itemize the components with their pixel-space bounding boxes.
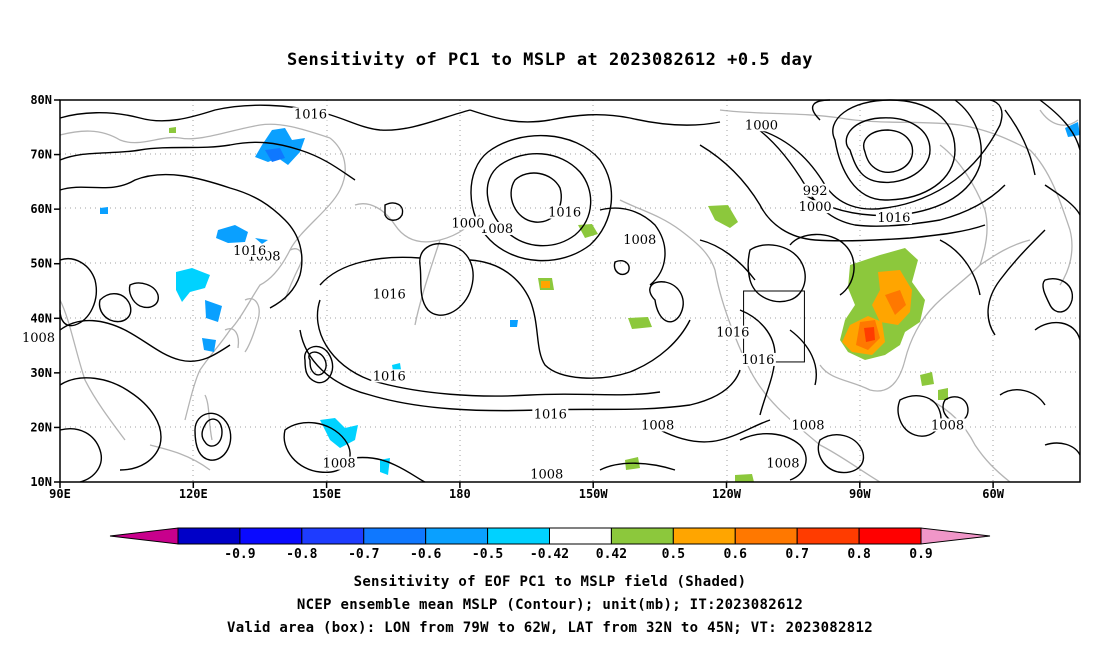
footer-line-1: Sensitivity of EOF PC1 to MSLP field (Sh… — [353, 574, 747, 590]
contour-label-bg — [20, 331, 57, 345]
lat-tick-label: 10N — [30, 475, 52, 489]
colorbar-label: -0.7 — [348, 547, 379, 562]
lon-tick-label: 150E — [312, 487, 341, 501]
colorbar-swatch — [301, 527, 365, 545]
colorbar-label: 0.5 — [662, 547, 685, 562]
lon-tick-label: 120W — [712, 487, 742, 501]
contour-label: 1008 — [791, 418, 824, 433]
lat-tick-label: 60N — [30, 202, 52, 216]
colorbar-swatch — [796, 527, 860, 545]
contour-label-bg — [450, 216, 486, 230]
contour-labels: 1016100810161008101610081000101610009921… — [20, 107, 966, 483]
colorbar-label: 0.8 — [847, 547, 871, 562]
colorbar-label: 0.42 — [596, 547, 627, 562]
grid-lines — [60, 100, 1080, 482]
mslp-contours — [59, 99, 1081, 483]
lon-tick-label: 60W — [982, 487, 1004, 501]
contour-label: 1016 — [548, 206, 581, 221]
contour-label: 1008 — [530, 468, 563, 483]
contour-label: 1008 — [623, 233, 656, 248]
contour-label: 1008 — [931, 418, 964, 433]
lat-tick-label: 70N — [30, 148, 52, 162]
colorbar-label: -0.5 — [472, 547, 503, 562]
lon-tick-label: 90W — [849, 487, 871, 501]
contour-label: 1008 — [641, 418, 674, 433]
contour-label-bg — [875, 211, 912, 225]
contour-label: 1016 — [294, 107, 327, 122]
colorbar-swatch — [734, 527, 798, 545]
coastlines — [59, 109, 1079, 483]
contour-label-bg — [929, 418, 966, 432]
colorbar-swatch — [672, 527, 736, 545]
contour-label-bg — [292, 107, 329, 121]
chart-title: Sensitivity of PC1 to MSLP at 2023082612… — [286, 50, 813, 70]
contour-label: 992 — [803, 184, 828, 199]
colorbar-label: 0.9 — [909, 547, 932, 562]
contour-label: 1016 — [373, 287, 406, 302]
colorbar-low-extend — [109, 527, 179, 545]
contour-label-bg — [739, 352, 776, 366]
contour-label-bg — [797, 200, 834, 214]
contour-label: 1016 — [534, 408, 567, 423]
contour-label-bg — [621, 232, 658, 246]
colorbar-swatch — [239, 527, 303, 545]
lat-tick-label: 50N — [30, 257, 52, 271]
contour-label-bg — [321, 456, 358, 470]
lat-tick-label: 20N — [30, 420, 52, 434]
contour-label: 1008 — [480, 222, 513, 237]
colorbar-label: -0.9 — [224, 547, 255, 562]
contour-label: 1008 — [766, 457, 799, 472]
contour-label-bg — [532, 407, 569, 421]
contour-label: 1000 — [745, 118, 778, 133]
contour-label: 1000 — [799, 200, 832, 215]
lon-tick-label: 150W — [579, 487, 609, 501]
footer-line-3: Valid area (box): LON from 79W to 62W, L… — [227, 620, 873, 636]
lat-tick-label: 40N — [30, 311, 52, 325]
colorbar-swatch — [549, 527, 612, 545]
contour-label-bg — [790, 418, 826, 432]
contour-label: 1016 — [373, 369, 406, 384]
contour-label-bg — [546, 205, 583, 219]
contour-label: 1016 — [233, 244, 266, 259]
contour-label-bg — [371, 287, 408, 301]
contour-label-bg — [371, 369, 408, 383]
contour-label-bg — [714, 325, 751, 339]
map-frame — [59, 99, 1081, 483]
contour-label-bg — [743, 118, 780, 132]
footer-line-2: NCEP ensemble mean MSLP (Contour); unit(… — [296, 597, 804, 613]
colorbar-swatch — [487, 527, 551, 545]
contour-label: 1000 — [451, 217, 484, 232]
contour-label: 1016 — [716, 326, 749, 341]
contour-label-bg — [764, 456, 801, 470]
colorbar-swatch — [363, 527, 427, 545]
lon-tick-label: 180 — [449, 487, 471, 501]
colorbar-label: -0.8 — [286, 547, 317, 562]
colorbar-swatch — [425, 527, 489, 545]
colorbar-swatch — [177, 527, 241, 545]
contour-label-bg — [528, 467, 565, 481]
colorbar: -0.9 -0.8 -0.7 -0.6 -0.5 -0.42 0.42 0.5 0.6 0.7 0.… — [109, 527, 991, 562]
contour-label: 1016 — [877, 211, 910, 226]
lat-tick-label: 80N — [30, 93, 52, 107]
colorbar-swatch — [858, 527, 922, 545]
colorbar-label: -0.6 — [410, 547, 441, 562]
colorbar-label: 0.7 — [785, 547, 808, 562]
contour-label-bg — [231, 243, 268, 257]
lon-tick-label: 120E — [179, 487, 208, 501]
contour-label: 1016 — [741, 353, 774, 368]
contour-label-bg — [478, 221, 515, 235]
contour-label-bg — [639, 418, 676, 432]
lon-tick-label: 90E — [49, 487, 71, 501]
colorbar-high-extend — [920, 527, 991, 545]
colorbar-label: 0.6 — [724, 547, 748, 562]
contour-label-bg — [801, 183, 830, 197]
colorbar-swatch — [610, 527, 674, 545]
contour-label: 1008 — [323, 457, 356, 472]
colorbar-label: -0.42 — [530, 547, 569, 562]
lat-tick-label: 30N — [30, 366, 52, 380]
contour-label: 1008 — [22, 331, 55, 346]
